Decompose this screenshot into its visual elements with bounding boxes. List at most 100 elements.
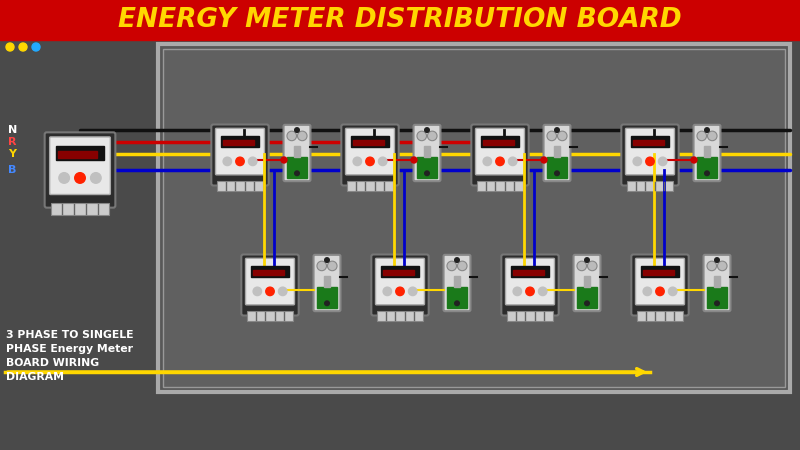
Circle shape (447, 261, 457, 271)
Bar (287, 158, 307, 178)
Bar (642, 270, 674, 275)
Circle shape (223, 157, 231, 166)
Circle shape (278, 287, 287, 296)
Bar (577, 288, 597, 308)
Circle shape (707, 261, 717, 271)
Bar (346, 180, 394, 191)
Circle shape (253, 287, 262, 296)
Bar (707, 288, 727, 308)
Bar (353, 140, 384, 145)
Bar (714, 275, 720, 287)
Circle shape (281, 157, 287, 163)
Bar (58, 151, 98, 158)
Circle shape (669, 287, 677, 296)
Circle shape (656, 287, 664, 296)
Circle shape (236, 157, 244, 166)
Circle shape (409, 287, 417, 296)
Circle shape (547, 131, 557, 141)
Bar (547, 158, 567, 178)
FancyBboxPatch shape (45, 132, 115, 207)
Circle shape (509, 157, 517, 166)
Circle shape (325, 258, 330, 262)
FancyBboxPatch shape (543, 125, 570, 181)
Bar (50, 202, 110, 216)
Bar (377, 310, 423, 321)
Circle shape (425, 128, 430, 132)
Circle shape (6, 43, 14, 51)
Circle shape (585, 301, 590, 306)
Text: R: R (8, 137, 17, 147)
Circle shape (32, 43, 40, 51)
Bar (704, 145, 710, 157)
Bar (454, 275, 460, 287)
Circle shape (59, 173, 70, 183)
Circle shape (294, 128, 299, 132)
Bar (584, 275, 590, 287)
Circle shape (643, 287, 651, 296)
FancyBboxPatch shape (375, 258, 425, 305)
Bar (482, 140, 514, 145)
Bar (637, 310, 683, 321)
FancyBboxPatch shape (50, 137, 110, 194)
FancyBboxPatch shape (471, 125, 529, 185)
Text: 3 PHASE TO SINGELE
PHASE Energy Meter
BOARD WIRING
DIAGRAM: 3 PHASE TO SINGELE PHASE Energy Meter BO… (6, 330, 134, 382)
Bar (424, 145, 430, 157)
Bar (641, 266, 679, 277)
Circle shape (554, 128, 559, 132)
Circle shape (538, 287, 547, 296)
Text: Y: Y (8, 149, 16, 159)
Circle shape (417, 131, 426, 141)
Bar (382, 270, 414, 275)
Circle shape (327, 261, 337, 271)
Bar (481, 136, 519, 147)
Bar (554, 145, 560, 157)
FancyBboxPatch shape (215, 128, 265, 175)
FancyBboxPatch shape (631, 255, 689, 315)
Circle shape (691, 157, 697, 163)
Circle shape (19, 43, 27, 51)
Circle shape (266, 287, 274, 296)
Bar (510, 266, 550, 277)
Circle shape (287, 131, 297, 141)
Bar (697, 158, 717, 178)
Circle shape (714, 258, 719, 262)
Circle shape (718, 261, 727, 271)
Circle shape (427, 131, 437, 141)
Circle shape (454, 258, 459, 262)
Bar (0, 0, 800, 40)
Circle shape (705, 171, 710, 176)
Bar (250, 266, 290, 277)
Bar (158, 44, 790, 392)
Bar (447, 288, 467, 308)
Circle shape (396, 287, 404, 296)
Circle shape (633, 157, 642, 166)
Circle shape (425, 171, 430, 176)
Circle shape (577, 261, 586, 271)
Bar (246, 310, 294, 321)
Circle shape (646, 157, 654, 166)
FancyBboxPatch shape (574, 255, 601, 311)
Bar (222, 140, 254, 145)
Circle shape (705, 128, 710, 132)
Circle shape (526, 287, 534, 296)
Circle shape (707, 131, 717, 141)
Bar (317, 288, 337, 308)
Circle shape (587, 261, 597, 271)
Text: N: N (8, 125, 18, 135)
FancyBboxPatch shape (211, 125, 269, 185)
FancyBboxPatch shape (475, 128, 525, 175)
FancyBboxPatch shape (414, 125, 441, 181)
Circle shape (383, 287, 391, 296)
Circle shape (483, 157, 491, 166)
Bar (381, 266, 419, 277)
FancyBboxPatch shape (506, 258, 554, 305)
Circle shape (558, 131, 567, 141)
FancyBboxPatch shape (346, 128, 394, 175)
Bar (253, 270, 284, 275)
Circle shape (249, 157, 257, 166)
Circle shape (353, 157, 362, 166)
Bar (350, 136, 390, 147)
Bar (506, 310, 554, 321)
Circle shape (294, 171, 299, 176)
Bar (324, 275, 330, 287)
